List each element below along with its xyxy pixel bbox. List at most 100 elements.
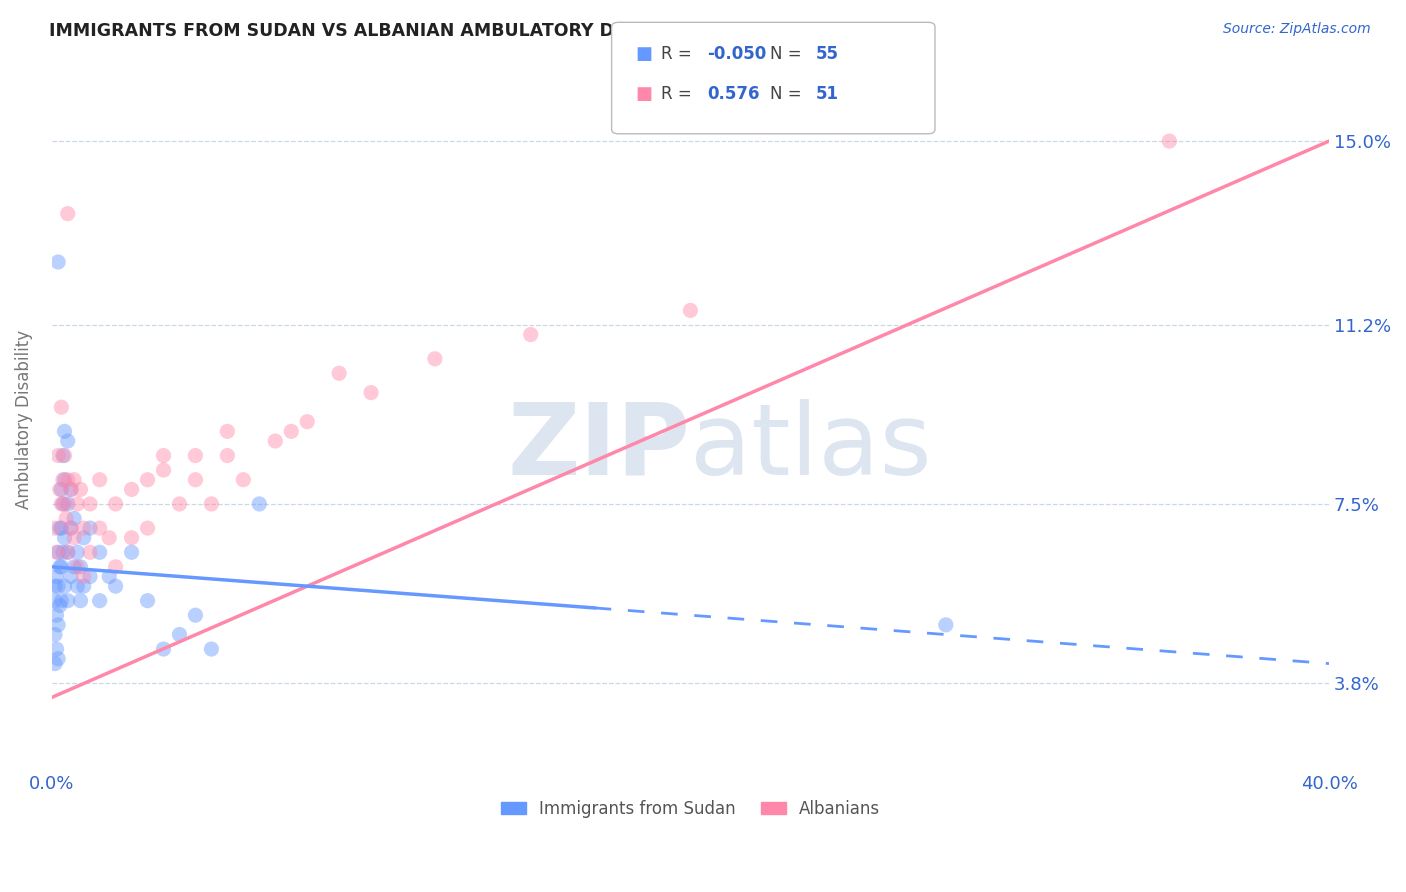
Point — [136, 521, 159, 535]
Point — [66, 579, 89, 593]
Text: ■: ■ — [636, 45, 652, 62]
Point — [79, 521, 101, 535]
Point — [200, 497, 222, 511]
Point — [53, 425, 76, 439]
Point — [44, 521, 66, 535]
Point — [46, 449, 69, 463]
Point — [52, 497, 75, 511]
Point — [45, 642, 67, 657]
Point — [46, 618, 69, 632]
Point — [89, 593, 111, 607]
Point — [53, 473, 76, 487]
Point — [98, 531, 121, 545]
Point — [69, 593, 91, 607]
Point — [51, 400, 73, 414]
Point — [55, 511, 77, 525]
Point — [89, 473, 111, 487]
Text: 0.576: 0.576 — [707, 85, 759, 103]
Point — [63, 559, 86, 574]
Point — [66, 559, 89, 574]
Point — [98, 569, 121, 583]
Point — [136, 473, 159, 487]
Point — [44, 579, 66, 593]
Text: ZIP: ZIP — [508, 399, 690, 496]
Point — [51, 593, 73, 607]
Point — [46, 545, 69, 559]
Point — [152, 463, 174, 477]
Point — [45, 569, 67, 583]
Point — [59, 521, 82, 535]
Point — [79, 545, 101, 559]
Point — [53, 497, 76, 511]
Point — [121, 531, 143, 545]
Point — [232, 473, 254, 487]
Legend: Immigrants from Sudan, Albanians: Immigrants from Sudan, Albanians — [494, 794, 887, 825]
Y-axis label: Ambulatory Disability: Ambulatory Disability — [15, 330, 32, 508]
Point — [44, 627, 66, 641]
Point — [56, 545, 79, 559]
Point — [79, 497, 101, 511]
Point — [121, 545, 143, 559]
Point — [51, 497, 73, 511]
Point — [48, 521, 70, 535]
Point — [169, 497, 191, 511]
Point — [66, 497, 89, 511]
Point — [56, 593, 79, 607]
Text: -0.050: -0.050 — [707, 45, 766, 62]
Point — [53, 449, 76, 463]
Point — [152, 449, 174, 463]
Point — [52, 473, 75, 487]
Point — [59, 483, 82, 497]
Point — [48, 483, 70, 497]
Point — [104, 559, 127, 574]
Point — [104, 497, 127, 511]
Point — [73, 579, 96, 593]
Point — [79, 569, 101, 583]
Point — [51, 483, 73, 497]
Point — [519, 327, 541, 342]
Point — [217, 425, 239, 439]
Point — [56, 434, 79, 448]
Point — [89, 545, 111, 559]
Point — [423, 351, 446, 366]
Text: R =: R = — [661, 45, 697, 62]
Point — [46, 255, 69, 269]
Point — [53, 531, 76, 545]
Text: R =: R = — [661, 85, 702, 103]
Point — [73, 569, 96, 583]
Point — [280, 425, 302, 439]
Point — [247, 497, 270, 511]
Point — [73, 531, 96, 545]
Point — [52, 545, 75, 559]
Point — [59, 569, 82, 583]
Point — [217, 449, 239, 463]
Text: N =: N = — [770, 85, 807, 103]
Point — [51, 559, 73, 574]
Point — [104, 579, 127, 593]
Point — [44, 593, 66, 607]
Point — [121, 483, 143, 497]
Text: Source: ZipAtlas.com: Source: ZipAtlas.com — [1223, 22, 1371, 37]
Point — [56, 207, 79, 221]
Point — [1159, 134, 1181, 148]
Point — [184, 473, 207, 487]
Point — [89, 521, 111, 535]
Point — [200, 642, 222, 657]
Point — [45, 608, 67, 623]
Point — [66, 545, 89, 559]
Point — [59, 483, 82, 497]
Text: IMMIGRANTS FROM SUDAN VS ALBANIAN AMBULATORY DISABILITY CORRELATION CHART: IMMIGRANTS FROM SUDAN VS ALBANIAN AMBULA… — [49, 22, 924, 40]
Point — [53, 579, 76, 593]
Point — [46, 651, 69, 665]
Text: 55: 55 — [815, 45, 838, 62]
Point — [63, 473, 86, 487]
Point — [679, 303, 702, 318]
Point — [184, 449, 207, 463]
Point — [48, 599, 70, 613]
Point — [51, 521, 73, 535]
Point — [59, 521, 82, 535]
Point — [73, 521, 96, 535]
Point — [45, 545, 67, 559]
Point — [184, 608, 207, 623]
Point — [69, 483, 91, 497]
